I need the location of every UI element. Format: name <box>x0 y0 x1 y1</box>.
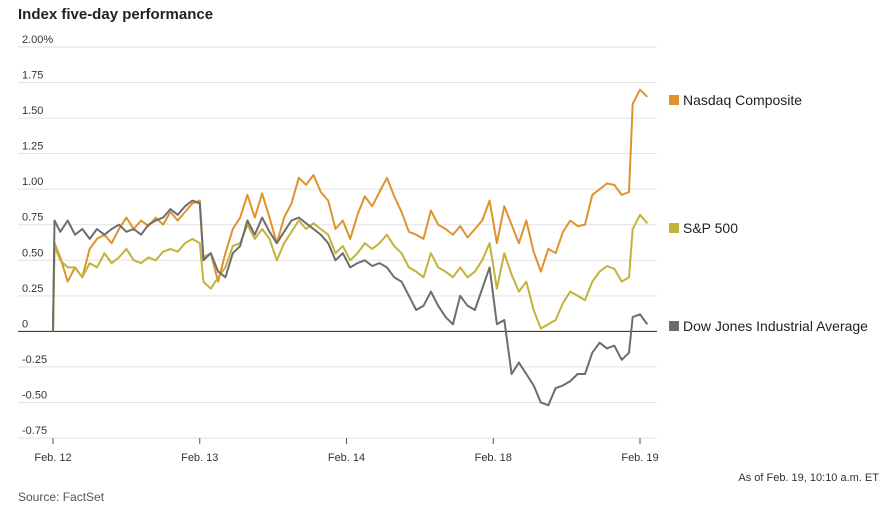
x-tick-label: Feb. 18 <box>475 452 512 464</box>
legend-swatch <box>669 223 679 233</box>
y-axis-ticks: 2.00% 1.75 1.50 1.25 1.00 0.75 0.50 0.25 0 -0.25 -… <box>22 34 53 437</box>
x-axis-ticks: Feb. 12 Feb. 13 Feb. 14 Feb. 18 Feb. 19 <box>34 438 659 464</box>
series-line <box>52 213 649 332</box>
y-tick-label: 0 <box>22 318 28 330</box>
legend-swatch <box>669 321 679 331</box>
series-lines <box>52 88 649 407</box>
x-tick-label: Feb. 13 <box>181 452 218 464</box>
series-line <box>52 88 648 332</box>
x-tick-label: Feb. 14 <box>328 452 365 464</box>
x-tick-label: Feb. 12 <box>34 452 71 464</box>
y-tick-label: 2.00% <box>22 34 53 46</box>
legend-label: S&P 500 <box>683 220 738 236</box>
y-tick-label: 1.50 <box>22 105 43 117</box>
y-tick-label: 0.75 <box>22 212 43 224</box>
legend-swatch <box>669 95 679 105</box>
y-tick-label: -0.75 <box>22 425 47 437</box>
y-tick-label: 0.25 <box>22 283 43 295</box>
y-tick-label: 1.25 <box>22 141 43 153</box>
series-line <box>52 199 649 407</box>
chart-title: Index five-day performance <box>18 6 214 23</box>
legend-label: Dow Jones Industrial Average <box>683 318 868 334</box>
legend-label: Nasdaq Composite <box>683 92 802 108</box>
y-tick-label: -0.50 <box>22 389 47 401</box>
legend: Nasdaq Composite S&P 500 Dow Jones Industr… <box>669 92 868 334</box>
as-of-note: As of Feb. 19, 10:10 a.m. ET <box>738 472 879 484</box>
y-tick-label: 1.75 <box>22 70 43 82</box>
grid-lines <box>18 46 657 439</box>
y-tick-label: 0.50 <box>22 247 43 259</box>
x-tick-label: Feb. 19 <box>621 452 658 464</box>
y-tick-label: -0.25 <box>22 354 47 366</box>
y-tick-label: 1.00 <box>22 176 43 188</box>
source-note: Source: FactSet <box>18 490 105 504</box>
